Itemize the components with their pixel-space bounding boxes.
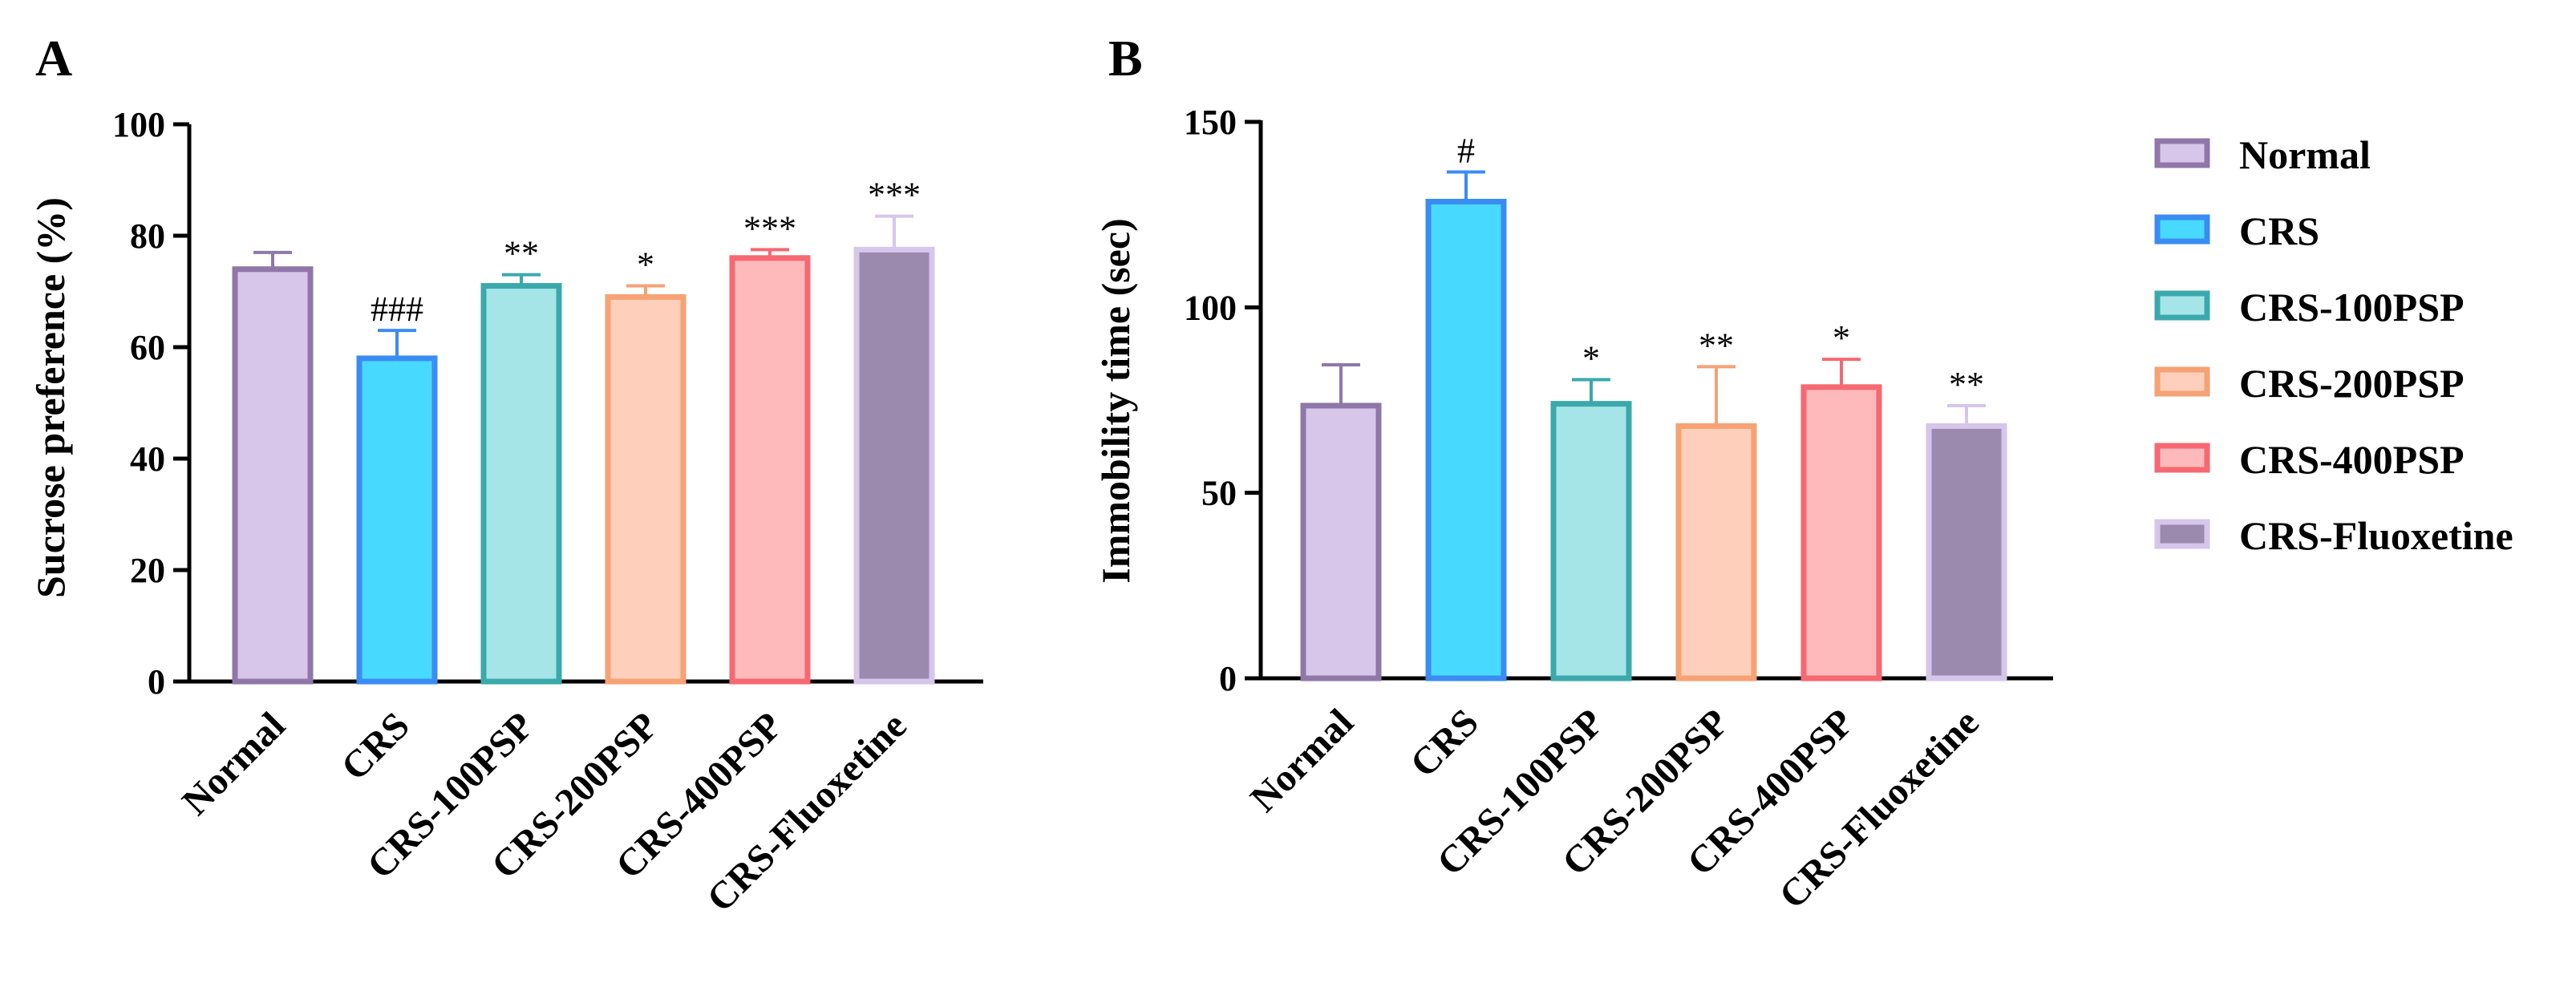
panel-b-bar	[1550, 401, 1632, 682]
panel-a-y-tick-label: 0	[148, 662, 165, 702]
panel-a-bar	[356, 355, 438, 685]
legend-label: CRS-400PSP	[2239, 437, 2465, 482]
panel-b-bar	[1800, 384, 1882, 682]
panel-a-significance-label: ***	[743, 208, 796, 248]
panel-b-category-label: CRS	[1402, 701, 1486, 785]
panel-a-significance-label: ###	[371, 289, 423, 329]
panel-b-bar	[1425, 198, 1507, 682]
panel-b-significance-label: #	[1457, 131, 1475, 170]
panel-a-letter: A	[35, 30, 72, 87]
panel-a-significance-label: ***	[868, 176, 921, 215]
panel-b-bar	[1300, 402, 1382, 682]
legend-swatch	[2154, 138, 2210, 168]
panel-b-significance-label: **	[1699, 326, 1734, 365]
panel-b-bar	[1926, 423, 2007, 682]
legend-label: CRS-Fluoxetine	[2239, 513, 2513, 558]
panel-a-bar	[729, 255, 811, 685]
panel-a-significance-label: **	[504, 234, 539, 273]
legend-swatch	[2154, 366, 2210, 397]
panel-a: A Sucrose preference (%) 0 20 40 60 80 100 ##…	[28, 30, 983, 920]
legend-label: CRS	[2239, 208, 2319, 253]
panel-b-y-axis-title: Immobility time (sec)	[1093, 218, 1138, 583]
panel-b-y-tick-label: 50	[1201, 474, 1237, 513]
panel-a-y-tick-label: 40	[130, 439, 165, 479]
legend-swatch	[2154, 519, 2210, 549]
legend-swatch	[2154, 214, 2210, 245]
panel-a-category-label: Normal	[174, 704, 294, 823]
legend-label: CRS-200PSP	[2239, 361, 2465, 406]
legend-label: Normal	[2239, 132, 2371, 177]
legend: Normal CRS CRS-100PSP CRS-200PSP CRS-400PSP C…	[2154, 132, 2513, 558]
legend-swatch	[2154, 290, 2210, 321]
panel-b-significance-label: **	[1949, 365, 1984, 404]
panel-b-significance-label: *	[1833, 318, 1850, 358]
panel-b-bar	[1675, 423, 1757, 682]
panel-b-category-label: Normal	[1242, 701, 1362, 820]
legend-swatch	[2154, 443, 2210, 473]
panel-b-significance-label: *	[1582, 339, 1600, 378]
legend-label: CRS-100PSP	[2239, 285, 2465, 330]
panel-a-bar	[853, 246, 935, 685]
panel-a-significance-label: *	[637, 245, 654, 285]
panel-a-y-axis-title: Sucrose preference (%)	[28, 197, 73, 598]
panel-a-y-tick-label: 20	[130, 551, 165, 590]
panel-a-bar	[480, 283, 562, 685]
panel-a-y-tick-label: 80	[130, 216, 165, 256]
panel-b-y-tick-label: 100	[1184, 288, 1237, 327]
panel-b-y-tick-label: 150	[1184, 103, 1237, 142]
panel-a-y-tick-label: 100	[112, 105, 165, 144]
panel-a-bar	[605, 293, 687, 685]
panel-a-bar	[232, 266, 314, 685]
panel-b-letter: B	[1108, 30, 1143, 87]
panel-a-category-label: CRS	[333, 704, 417, 788]
panel-b-y-tick-label: 0	[1219, 659, 1237, 698]
panel-a-y-tick-label: 60	[130, 328, 165, 367]
